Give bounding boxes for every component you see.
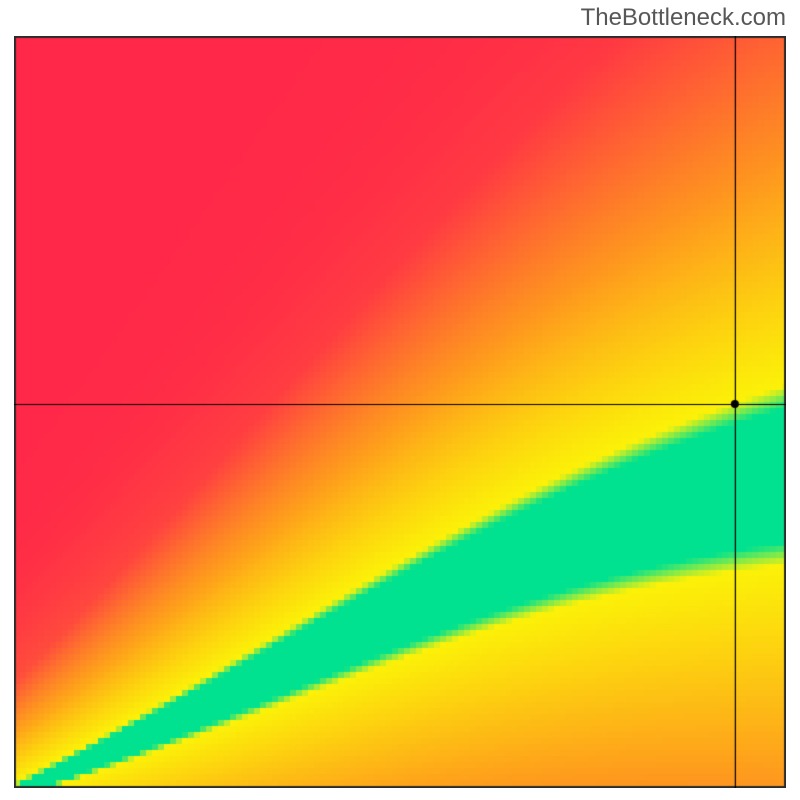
bottleneck-heatmap [14,36,786,788]
heatmap-canvas [14,36,786,788]
watermark-text: TheBottleneck.com [581,4,786,32]
